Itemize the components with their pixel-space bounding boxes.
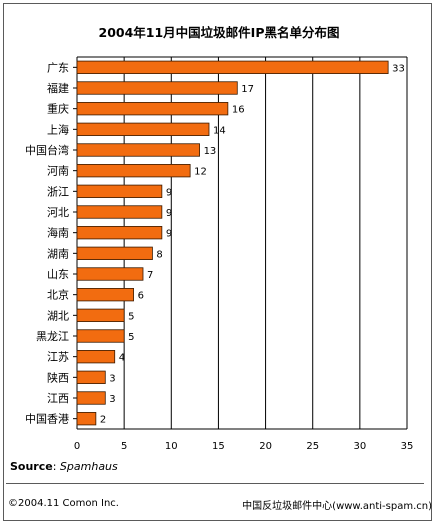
grid-layer bbox=[73, 56, 408, 430]
value-label: 16 bbox=[232, 105, 245, 116]
category-label: 河南 bbox=[47, 165, 69, 178]
category-label: 广东 bbox=[47, 61, 69, 74]
value-label: 9 bbox=[166, 187, 172, 198]
source-label: Source bbox=[10, 460, 53, 473]
category-label: 河北 bbox=[47, 206, 69, 219]
value-label: 8 bbox=[156, 249, 162, 260]
x-tick-label: 10 bbox=[165, 441, 178, 452]
category-label: 江西 bbox=[47, 392, 69, 405]
category-label: 陕西 bbox=[47, 370, 69, 384]
bar bbox=[76, 164, 191, 178]
x-tick-label: 20 bbox=[259, 441, 272, 452]
category-label: 中国香港 bbox=[25, 413, 69, 426]
category-label: 海南 bbox=[47, 226, 69, 240]
bar bbox=[76, 143, 200, 157]
bar-layer bbox=[76, 60, 389, 426]
category-label: 江苏 bbox=[47, 351, 69, 364]
bar bbox=[76, 184, 163, 198]
chart-title: 2004年11月中国垃圾邮件IP黑名单分布图 bbox=[99, 25, 340, 40]
category-label: 山东 bbox=[47, 268, 69, 281]
value-label: 3 bbox=[109, 373, 115, 384]
value-label: 3 bbox=[109, 394, 115, 405]
x-tick-label: 35 bbox=[401, 441, 414, 452]
category-label: 上海 bbox=[47, 122, 69, 136]
value-label: 5 bbox=[128, 311, 134, 322]
bar bbox=[76, 288, 134, 302]
bar bbox=[76, 205, 163, 219]
category-label: 福建 bbox=[47, 81, 69, 95]
value-label: 2 bbox=[100, 415, 106, 426]
bar bbox=[76, 60, 389, 74]
category-label: 湖北 bbox=[47, 309, 69, 322]
bar bbox=[76, 308, 125, 322]
value-label: 9 bbox=[166, 208, 172, 219]
bar bbox=[76, 267, 144, 281]
x-tick-label: 30 bbox=[353, 441, 366, 452]
source-note: Source: Spamhaus bbox=[10, 460, 118, 473]
value-label: 9 bbox=[166, 229, 172, 240]
value-label: 33 bbox=[392, 63, 405, 74]
category-label: 湖南 bbox=[47, 247, 69, 260]
bar bbox=[76, 412, 97, 426]
value-label: 7 bbox=[147, 270, 153, 281]
bar bbox=[76, 246, 153, 260]
footer-divider bbox=[6, 483, 424, 484]
source-value: Spamhaus bbox=[59, 460, 118, 473]
bar bbox=[76, 329, 125, 343]
value-label: 4 bbox=[119, 353, 125, 364]
value-label: 17 bbox=[241, 84, 254, 95]
category-label: 黑龙江 bbox=[36, 330, 69, 343]
bar bbox=[76, 350, 116, 364]
bar bbox=[76, 391, 106, 405]
copyright-text: ©2004.11 Comon Inc. bbox=[8, 498, 119, 509]
bar bbox=[76, 102, 229, 116]
bar bbox=[76, 81, 238, 95]
organization-text: 中国反垃圾邮件中心(www.anti-spam.cn) bbox=[242, 501, 432, 512]
x-tick-label: 5 bbox=[121, 441, 127, 452]
value-label: 12 bbox=[194, 167, 207, 178]
category-label: 中国台湾 bbox=[25, 143, 69, 157]
bar bbox=[76, 370, 106, 384]
category-label: 北京 bbox=[47, 288, 69, 302]
category-label: 重庆 bbox=[47, 102, 69, 116]
category-label: 浙江 bbox=[47, 185, 69, 198]
value-label: 14 bbox=[213, 125, 226, 136]
x-tick-label: 25 bbox=[306, 441, 319, 452]
value-label: 6 bbox=[138, 291, 144, 302]
value-label: 5 bbox=[128, 332, 134, 343]
value-label: 13 bbox=[204, 146, 217, 157]
x-tick-label: 0 bbox=[74, 441, 80, 452]
bar bbox=[76, 226, 163, 240]
x-tick-label: 15 bbox=[212, 441, 225, 452]
plot-area bbox=[77, 57, 407, 429]
bar bbox=[76, 122, 210, 136]
